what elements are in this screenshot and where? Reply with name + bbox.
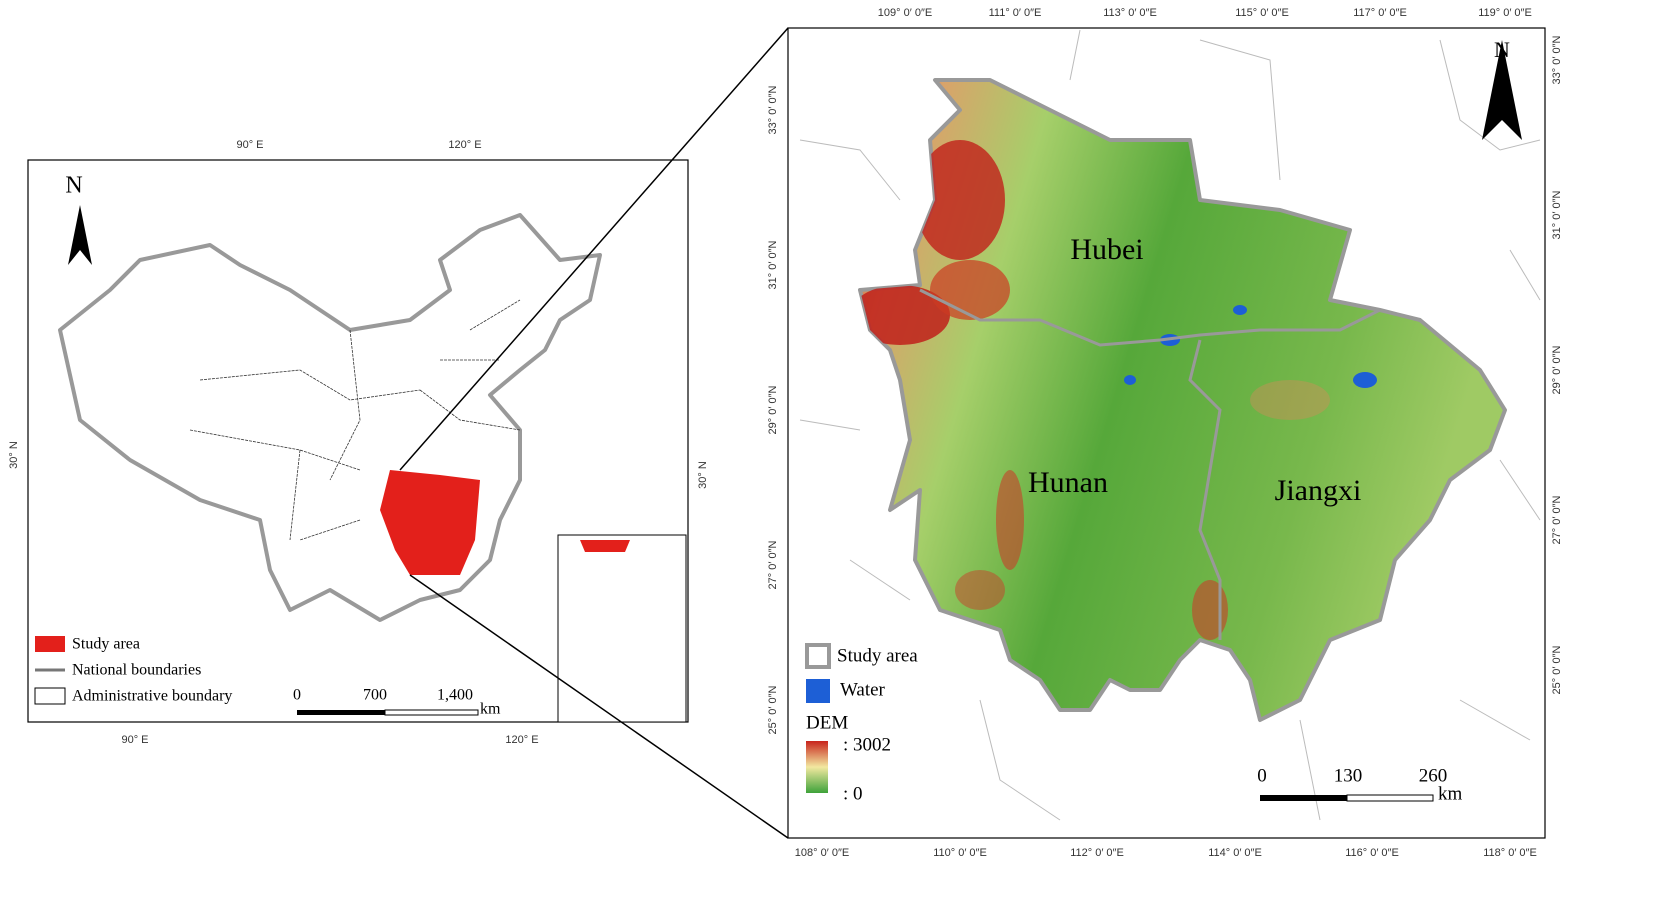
latitude-label: 30° N (8, 441, 20, 469)
legend-label: Study area (72, 636, 140, 653)
longitude-label: 113° 0′ 0″E (1103, 7, 1157, 19)
province-label: Hunan (1028, 466, 1108, 499)
legend-label: Study area (837, 645, 918, 666)
scale-bar-black (1260, 795, 1347, 801)
longitude-label: 117° 0′ 0″E (1353, 7, 1407, 19)
latitude-label: 33° 0′ 0″N (767, 86, 779, 135)
north-label: N (1494, 37, 1510, 62)
legend-label: : 0 (843, 783, 863, 804)
province-label: Jiangxi (1275, 474, 1362, 507)
longitude-label: 115° 0′ 0″E (1235, 7, 1289, 19)
latitude-label: 25° 0′ 0″N (1551, 646, 1563, 695)
longitude-label: 114° 0′ 0″E (1208, 847, 1262, 859)
scale-bar-black (297, 710, 385, 715)
north-arrow (1482, 40, 1522, 140)
longitude-label: 90° E (236, 139, 263, 151)
province-boundary (1188, 339, 1222, 640)
latitude-label: 31° 0′ 0″N (767, 241, 779, 290)
longitude-label: 120° E (505, 734, 538, 746)
scale-label: 0 (1257, 765, 1267, 786)
legend-dem-ramp (806, 741, 828, 793)
province-label: Hubei (1070, 233, 1143, 266)
latitude-label: 29° 0′ 0″N (767, 386, 779, 435)
neighbor-boundaries (799, 29, 1541, 821)
scale-unit: km (1438, 783, 1463, 804)
zoom-line (399, 27, 789, 471)
legend-title: DEM (806, 712, 848, 733)
legend-swatch-study (35, 636, 65, 652)
longitude-label: 112° 0′ 0″E (1070, 847, 1124, 859)
latitude-label: 27° 0′ 0″N (767, 541, 779, 590)
scale-label: 0 (293, 687, 301, 704)
legend-label: Water (840, 679, 886, 700)
overview-map (27, 159, 689, 723)
scale-label: 260 (1419, 765, 1448, 786)
longitude-label: 119° 0′ 0″E (1478, 7, 1532, 19)
longitude-label: 108° 0′ 0″E (795, 847, 849, 859)
north-label: N (65, 173, 82, 199)
latitude-label: 30° N (697, 461, 709, 489)
study-map (787, 27, 1546, 839)
labels: 90° E 120° E 90° E 120° E 30° N 30° N N Study a… (8, 7, 1563, 859)
longitude-label: 120° E (448, 139, 481, 151)
scale-unit: km (480, 701, 501, 718)
scale-label: 1,400 (437, 687, 473, 704)
inset-frame (557, 534, 687, 723)
scale-bar-white (384, 709, 479, 716)
longitude-label: 90° E (121, 734, 148, 746)
zoom-line (409, 574, 789, 839)
latitude-label: 33° 0′ 0″N (1551, 36, 1563, 85)
scale-label: 700 (363, 687, 387, 704)
scale-label: 130 (1334, 765, 1363, 786)
study-area-overview (380, 470, 480, 575)
scale-bar-white (1346, 794, 1434, 802)
latitude-label: 27° 0′ 0″N (1551, 496, 1563, 545)
longitude-label: 110° 0′ 0″E (933, 847, 987, 859)
inset-study-area (580, 540, 630, 552)
latitude-label: 25° 0′ 0″N (767, 686, 779, 735)
study-region (858, 78, 1507, 722)
longitude-label: 111° 0′ 0″E (989, 7, 1042, 19)
province-boundary (919, 288, 1381, 347)
north-arrow (68, 205, 92, 265)
longitude-label: 118° 0′ 0″E (1483, 847, 1537, 859)
legend-swatch-study (805, 643, 831, 669)
legend-label: National boundaries (72, 662, 201, 679)
latitude-label: 29° 0′ 0″N (1551, 346, 1563, 395)
longitude-label: 109° 0′ 0″E (878, 7, 932, 19)
latitude-label: 31° 0′ 0″N (1551, 191, 1563, 240)
legend-label: : 3002 (843, 734, 891, 755)
legend-swatch-water (806, 679, 830, 703)
longitude-label: 116° 0′ 0″E (1345, 847, 1399, 859)
legend-swatch-admin (34, 687, 66, 705)
administrative-boundaries (189, 299, 521, 541)
legend-label: Administrative boundary (72, 688, 232, 705)
